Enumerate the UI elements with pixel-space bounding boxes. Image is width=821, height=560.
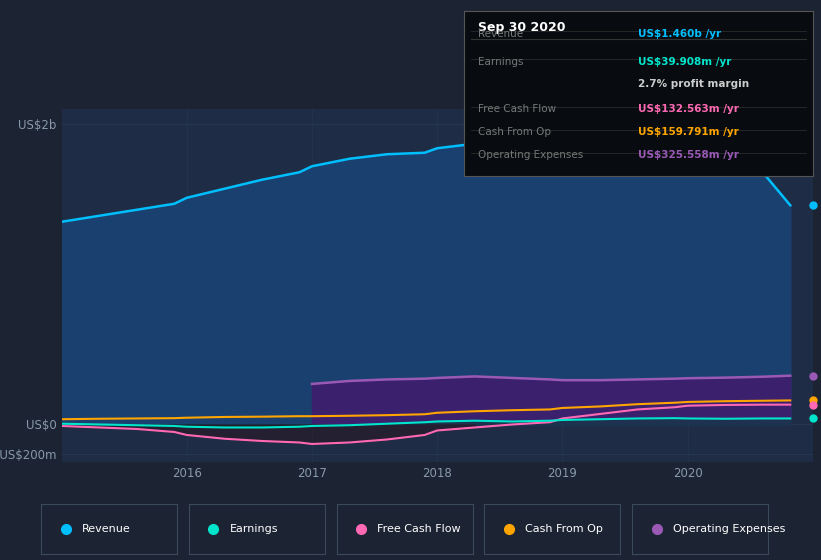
Text: Sep 30 2020: Sep 30 2020 [478,21,566,34]
Text: Operating Expenses: Operating Expenses [673,524,786,534]
Text: Free Cash Flow: Free Cash Flow [378,524,461,534]
Text: US$1.460b /yr: US$1.460b /yr [639,29,722,39]
Text: Cash From Op: Cash From Op [478,127,551,137]
Text: Earnings: Earnings [230,524,278,534]
Text: US$325.558m /yr: US$325.558m /yr [639,150,739,160]
Text: Operating Expenses: Operating Expenses [478,150,583,160]
Text: Revenue: Revenue [82,524,131,534]
Text: US$159.791m /yr: US$159.791m /yr [639,127,739,137]
Text: Revenue: Revenue [478,29,523,39]
Text: Free Cash Flow: Free Cash Flow [478,104,556,114]
Text: US$39.908m /yr: US$39.908m /yr [639,58,732,67]
Text: 2.7% profit margin: 2.7% profit margin [639,79,750,89]
Text: Cash From Op: Cash From Op [525,524,603,534]
Text: US$132.563m /yr: US$132.563m /yr [639,104,739,114]
Text: Earnings: Earnings [478,58,523,67]
